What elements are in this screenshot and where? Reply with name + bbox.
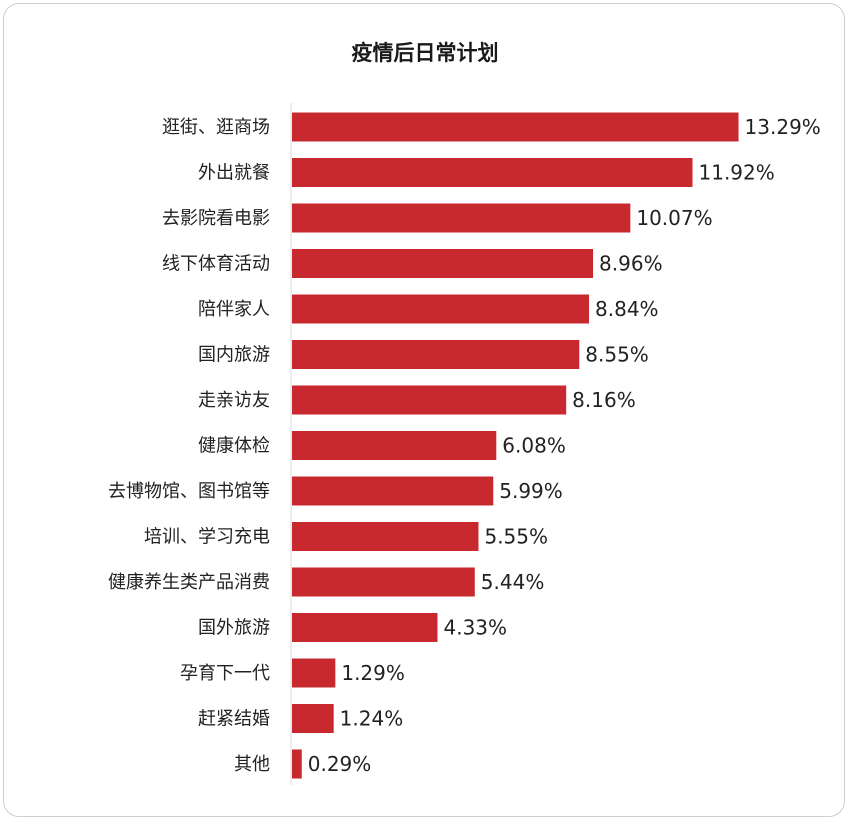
value-label: 0.29% <box>308 752 372 776</box>
category-label: 健康体检 <box>198 436 270 457</box>
category-label: 国外旅游 <box>198 618 270 639</box>
bar <box>292 294 590 324</box>
category-label: 国内旅游 <box>198 345 270 366</box>
bar <box>292 476 494 506</box>
category-label: 培训、学习充电 <box>144 527 270 548</box>
bar <box>292 658 336 688</box>
bars-group: 逛街、逛商场 13.29% 外出就餐 11.92% 去影院看电影 10.07% 线下体育活动… <box>108 112 821 779</box>
value-label: 10.07% <box>636 206 712 230</box>
category-label: 外出就餐 <box>198 163 270 184</box>
bar <box>292 112 739 142</box>
value-label: 11.92% <box>699 161 775 185</box>
bar <box>292 704 334 733</box>
bar <box>292 203 631 233</box>
value-label: 8.96% <box>599 252 663 276</box>
bar <box>292 340 580 369</box>
bar <box>292 749 302 779</box>
category-label: 陪伴家人 <box>198 299 270 320</box>
value-label: 1.29% <box>341 661 405 685</box>
value-label: 5.55% <box>484 525 548 549</box>
value-label: 6.08% <box>502 434 566 458</box>
category-label: 去博物馆、图书馆等 <box>108 481 270 502</box>
category-label: 线下体育活动 <box>162 254 270 275</box>
category-label: 孕育下一代 <box>180 663 270 684</box>
category-label: 健康养生类产品消费 <box>108 572 270 593</box>
value-label: 8.84% <box>595 297 659 321</box>
bar <box>292 522 479 551</box>
category-label: 赶紧结婚 <box>198 709 270 730</box>
value-label: 5.44% <box>481 570 545 594</box>
bar <box>292 385 567 415</box>
value-label: 8.16% <box>572 388 636 412</box>
bar <box>292 158 693 187</box>
category-label: 去影院看电影 <box>162 208 270 229</box>
value-label: 8.55% <box>585 343 649 367</box>
category-label: 逛街、逛商场 <box>162 117 270 138</box>
value-label: 4.33% <box>443 616 507 640</box>
category-label: 其他 <box>234 754 270 775</box>
bar <box>292 249 594 278</box>
value-label: 13.29% <box>745 115 821 139</box>
bar <box>292 431 497 460</box>
value-label: 1.24% <box>340 707 404 731</box>
category-label: 走亲访友 <box>198 390 270 411</box>
bar <box>292 567 475 597</box>
chart-title: 疫情后日常计划 <box>352 41 499 65</box>
bar <box>292 613 438 642</box>
value-label: 5.99% <box>499 479 563 503</box>
